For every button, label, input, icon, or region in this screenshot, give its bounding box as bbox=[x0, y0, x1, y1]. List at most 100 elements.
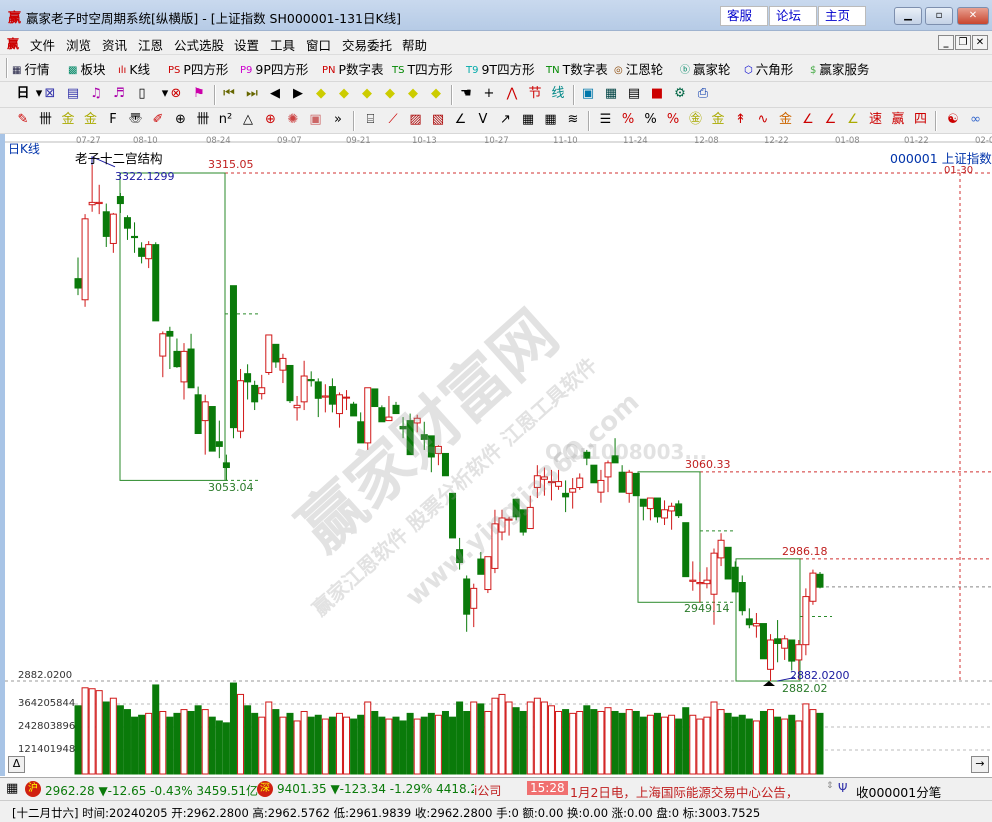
move-left-icon[interactable]: ◆ bbox=[316, 86, 326, 101]
menu-item[interactable]: 公式选股 bbox=[174, 38, 225, 53]
brush-icon[interactable]: ✐ bbox=[152, 112, 164, 127]
notes-icon[interactable]: ▤ bbox=[627, 86, 641, 101]
percent-fan-icon[interactable]: % bbox=[621, 112, 635, 127]
child-close-button[interactable]: ✕ bbox=[972, 35, 988, 50]
toolbar-kline-button[interactable]: ılı K线 bbox=[118, 59, 150, 78]
toolbar-dollar-button[interactable]: $ 赢家服务 bbox=[810, 59, 869, 78]
chart-canvas[interactable] bbox=[5, 134, 992, 776]
first-icon[interactable]: ⏮ bbox=[223, 86, 235, 101]
gold-line4-icon[interactable]: 金 bbox=[778, 112, 792, 127]
box-icon[interactable]: ⌸ bbox=[366, 112, 375, 127]
toolbar-ts-button[interactable]: TS T四方形 bbox=[392, 59, 453, 78]
customer-service-link[interactable]: 客服 bbox=[720, 6, 768, 26]
flag-icon[interactable]: ⚑ bbox=[193, 86, 205, 101]
toolbar-p9-button[interactable]: P9 9P四方形 bbox=[240, 59, 308, 78]
wave-icon[interactable]: ∿ bbox=[757, 112, 769, 127]
f-angle-icon[interactable]: ∠ bbox=[824, 112, 837, 127]
pen-icon[interactable]: ✎ bbox=[17, 112, 29, 127]
square-fan2-icon[interactable]: ▧ bbox=[431, 112, 445, 127]
bar-list-icon[interactable]: ☰ bbox=[599, 112, 612, 127]
settings-icon[interactable]: ⚙ bbox=[674, 86, 686, 101]
left-arrow-icon[interactable]: ◀ bbox=[270, 86, 280, 101]
child-minimize-button[interactable]: _ bbox=[938, 35, 954, 50]
child-restore-button[interactable]: ❐ bbox=[955, 35, 971, 50]
toolbar-pn-button[interactable]: PN P数字表 bbox=[322, 59, 384, 78]
fib-lines-icon[interactable]: F bbox=[109, 112, 117, 127]
menu-item[interactable]: 交易委托 bbox=[342, 38, 393, 53]
shrink-h-icon[interactable]: ◆ bbox=[385, 86, 395, 101]
menu-item[interactable]: 资讯 bbox=[102, 38, 128, 53]
target-icon[interactable]: ⊕ bbox=[265, 112, 276, 127]
candle-dropdown-icon[interactable]: ▾ bbox=[161, 86, 169, 101]
document-icon[interactable]: ▤ bbox=[66, 86, 80, 101]
toolbar-hexagon-button[interactable]: ⬡ 六角形 bbox=[744, 59, 793, 78]
wave9-icon[interactable]: ♬ bbox=[113, 86, 125, 101]
line-label-icon[interactable]: 线 bbox=[551, 86, 565, 101]
star-icon[interactable]: ✺ bbox=[287, 112, 299, 127]
expand-h-icon[interactable]: ◆ bbox=[362, 86, 372, 101]
kline-chart[interactable]: 赢家财富网 赢家江恩软件 股票分析软件 江恩工具软件 www.yingjia360.… bbox=[0, 134, 992, 776]
arrow-up-icon[interactable]: ↗ bbox=[500, 112, 511, 127]
toolbar-tn-button[interactable]: TN T数字表 bbox=[546, 59, 608, 78]
period-selector[interactable]: 日 bbox=[16, 86, 30, 101]
news-ticker[interactable]: 1月2日电，上海国际能源交易中心公告， bbox=[570, 785, 799, 800]
four-angle-icon[interactable]: 四 bbox=[913, 112, 927, 127]
parallel-icon[interactable]: ≋ bbox=[567, 112, 579, 127]
menu-item[interactable]: 工具 bbox=[270, 38, 296, 53]
save-icon[interactable]: ■ bbox=[650, 86, 664, 101]
menu-item[interactable]: 帮助 bbox=[402, 38, 428, 53]
toolbar-yingjia-wheel-button[interactable]: ⓑ 赢家轮 bbox=[680, 59, 731, 78]
speed-angle-icon[interactable]: 速 bbox=[868, 112, 882, 127]
fan-icon[interactable]: ⟋ bbox=[388, 112, 398, 127]
v-angle-icon[interactable]: V bbox=[478, 112, 488, 127]
shrink-v-icon[interactable]: ◆ bbox=[408, 86, 418, 101]
period-dropdown-icon[interactable]: ▾ bbox=[35, 86, 43, 101]
gold-circle-icon[interactable]: ㊎ bbox=[688, 112, 702, 127]
j-angle-icon[interactable]: ∠ bbox=[802, 112, 814, 127]
square-fan-icon[interactable]: ▨ bbox=[409, 112, 422, 127]
zigzag-icon[interactable]: ⋀ bbox=[506, 86, 518, 101]
grid-icon[interactable]: ▦ bbox=[521, 112, 535, 127]
expand-v-icon[interactable]: ◆ bbox=[431, 86, 441, 101]
node-icon[interactable]: 节 bbox=[528, 86, 542, 101]
gold-angle-icon[interactable]: ∠ bbox=[847, 112, 859, 127]
tick-label[interactable]: 收000001分笔 bbox=[856, 785, 942, 800]
toolbar-ps-button[interactable]: PS P四方形 bbox=[168, 59, 228, 78]
toolbar-quote-table-button[interactable]: ▦ 行情 bbox=[12, 59, 49, 78]
toolbar-gann-wheel-button[interactable]: ◎ 江恩轮 bbox=[614, 59, 663, 78]
wave3-icon[interactable]: ♫ bbox=[90, 86, 102, 101]
gold-lines3-icon[interactable]: 金 bbox=[711, 112, 725, 127]
grid-lines-icon[interactable]: 卌 bbox=[38, 112, 52, 127]
crosshair-icon[interactable]: + bbox=[483, 86, 495, 101]
more-icon[interactable]: » bbox=[334, 112, 342, 127]
rocket-icon[interactable]: ↟ bbox=[735, 112, 746, 127]
right-arrow-icon[interactable]: ▶ bbox=[293, 86, 303, 101]
menu-item[interactable]: 设置 bbox=[234, 38, 260, 53]
candle-type-icon[interactable]: ▯ bbox=[138, 86, 146, 101]
angle-icon[interactable]: ∠ bbox=[454, 112, 467, 127]
square-target-icon[interactable]: ▣ bbox=[309, 112, 322, 127]
menu-item[interactable]: 江恩 bbox=[138, 38, 164, 53]
triangle-icon[interactable]: △ bbox=[243, 112, 253, 127]
gold-lines-icon[interactable]: 金 bbox=[61, 112, 75, 127]
percent-icon[interactable]: % bbox=[644, 112, 657, 127]
move-right-icon[interactable]: ◆ bbox=[339, 86, 349, 101]
n2-icon[interactable]: n² bbox=[218, 112, 233, 127]
percent-lines-icon[interactable]: % bbox=[666, 112, 680, 127]
last-icon[interactable]: ⏭ bbox=[246, 86, 258, 101]
lines-icon[interactable]: 卌 bbox=[196, 112, 210, 127]
minimize-button[interactable]: ▁ bbox=[894, 7, 922, 25]
homepage-link[interactable]: 主页 bbox=[818, 6, 866, 26]
yinyang-icon[interactable]: ☯ bbox=[947, 112, 959, 127]
menu-item[interactable]: 浏览 bbox=[66, 38, 92, 53]
scroll-right-button[interactable]: → bbox=[971, 756, 989, 773]
menu-item[interactable]: 文件 bbox=[30, 38, 56, 53]
calculator-icon[interactable]: ▦ bbox=[604, 86, 618, 101]
close-button[interactable]: ✕ bbox=[957, 7, 989, 25]
hand-icon[interactable]: ☚ bbox=[460, 86, 472, 101]
forum-link[interactable]: 论坛 bbox=[769, 6, 817, 26]
menu-item[interactable]: 窗口 bbox=[306, 38, 332, 53]
scroll-left-button[interactable]: Δ bbox=[8, 756, 25, 773]
toolbar-t9-button[interactable]: T9 9T四方形 bbox=[466, 59, 535, 78]
circle-grid-icon[interactable]: ⊕ bbox=[175, 112, 186, 127]
